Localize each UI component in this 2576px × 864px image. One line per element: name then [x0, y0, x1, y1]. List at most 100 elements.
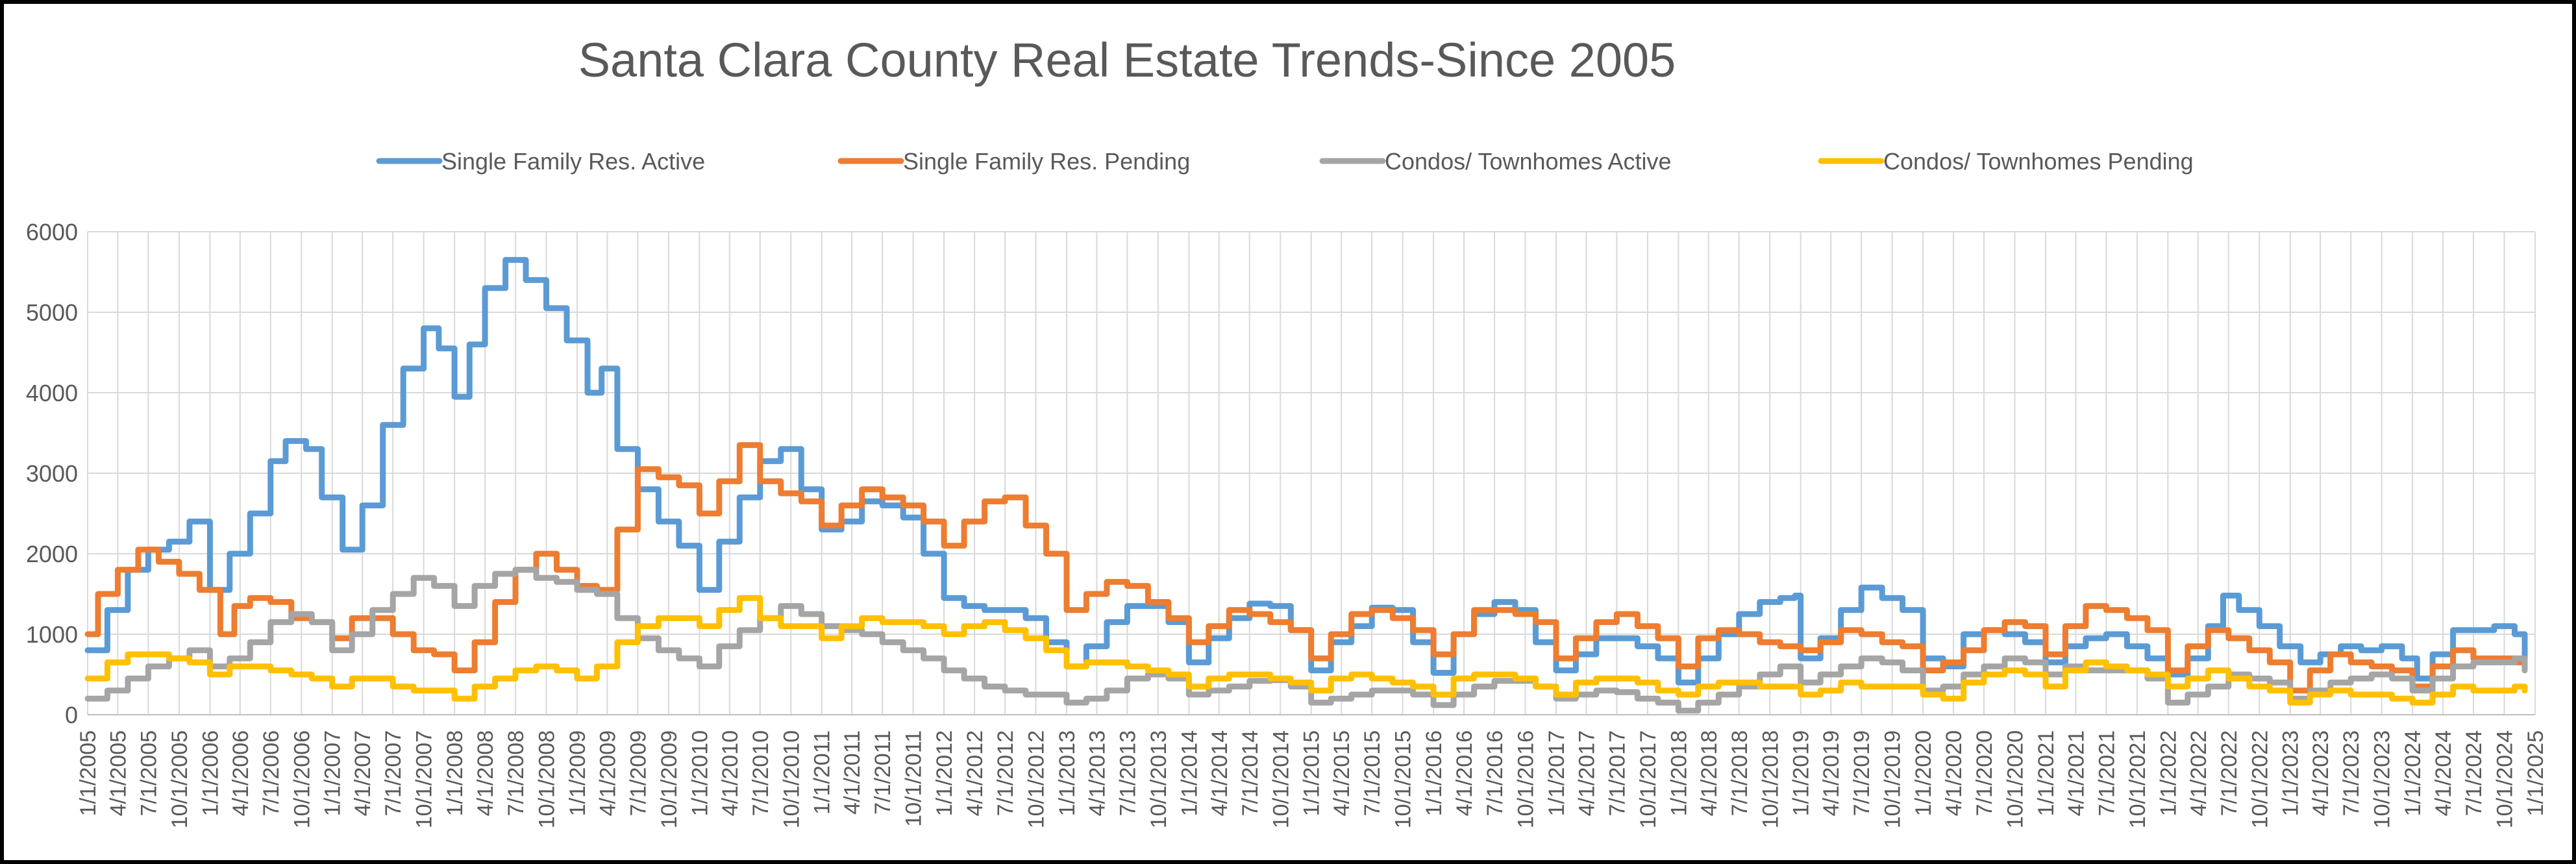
x-tick-label: 7/1/2023 [2339, 730, 2364, 816]
x-tick-label: 10/1/2017 [1636, 730, 1661, 828]
x-tick-label: 7/1/2024 [2462, 730, 2486, 816]
x-tick-label: 7/1/2005 [136, 730, 161, 816]
x-tick-label: 10/1/2015 [1391, 730, 1416, 828]
x-tick-label: 1/1/2011 [810, 730, 835, 815]
x-tick-label: 4/1/2017 [1574, 730, 1599, 816]
x-tick-label: 4/1/2020 [1942, 730, 1966, 816]
y-axis-ticks: 0 1000 2000 3000 4000 5000 6000 [26, 219, 78, 728]
chart-title: Santa Clara County Real Estate Trends-Si… [578, 33, 1676, 87]
x-tick-label: 7/1/2010 [749, 730, 773, 816]
x-tick-label: 10/1/2016 [1514, 730, 1539, 828]
y-tick-label: 2000 [26, 541, 78, 567]
x-tick-label: 4/1/2022 [2186, 730, 2211, 816]
x-tick-label: 4/1/2011 [840, 730, 865, 815]
x-tick-label: 1/1/2015 [1300, 730, 1324, 816]
x-tick-label: 4/1/2018 [1697, 730, 1722, 816]
x-tick-label: 1/1/2017 [1544, 730, 1569, 816]
x-tick-label: 4/1/2010 [718, 730, 743, 816]
legend-label: Single Family Res. Active [441, 148, 705, 175]
x-tick-label: 1/1/2006 [198, 730, 223, 816]
x-tick-label: 7/1/2020 [1972, 730, 1997, 816]
x-tick-label: 1/1/2009 [565, 730, 590, 816]
x-tick-label: 1/1/2022 [2156, 730, 2181, 816]
y-tick-label: 5000 [26, 299, 78, 326]
x-tick-label: 4/1/2009 [595, 730, 620, 816]
x-tick-label: 10/1/2006 [290, 730, 314, 828]
x-tick-label: 4/1/2023 [2309, 730, 2333, 816]
legend-label: Condos/ Townhomes Pending [1883, 148, 2194, 175]
x-tick-label: 4/1/2008 [473, 730, 498, 816]
x-tick-label: 10/1/2012 [1024, 730, 1049, 828]
x-tick-label: 1/1/2010 [687, 730, 712, 816]
x-tick-label: 7/1/2017 [1605, 730, 1629, 816]
x-tick-label: 10/1/2007 [412, 730, 437, 828]
y-tick-label: 6000 [26, 219, 78, 245]
x-tick-label: 10/1/2018 [1758, 730, 1783, 828]
x-tick-label: 10/1/2009 [657, 730, 682, 828]
x-tick-label: 1/1/2018 [1666, 730, 1691, 816]
x-tick-label: 1/1/2020 [1911, 730, 1936, 816]
x-tick-label: 4/1/2007 [351, 730, 375, 816]
x-tick-label: 1/1/2013 [1055, 730, 1080, 816]
y-tick-label: 3000 [26, 460, 78, 487]
x-tick-label: 10/1/2005 [167, 730, 192, 828]
x-tick-label: 7/1/2009 [626, 730, 650, 816]
x-tick-label: 1/1/2021 [2034, 730, 2059, 816]
x-tick-label: 7/1/2007 [381, 730, 406, 816]
y-tick-label: 4000 [26, 380, 78, 406]
x-tick-label: 7/1/2012 [993, 730, 1018, 816]
x-tick-label: 1/1/2014 [1177, 730, 1202, 816]
x-tick-label: 7/1/2021 [2094, 730, 2119, 816]
x-tick-label: 7/1/2008 [504, 730, 528, 816]
x-tick-label: 4/1/2013 [1085, 730, 1109, 816]
x-tick-label: 10/1/2010 [779, 730, 804, 828]
x-tick-label: 10/1/2023 [2370, 730, 2395, 828]
x-tick-label: 1/1/2005 [76, 730, 101, 816]
x-tick-label: 10/1/2020 [2003, 730, 2028, 828]
y-tick-label: 0 [65, 702, 78, 728]
x-tick-label: 7/1/2022 [2217, 730, 2242, 816]
x-tick-label: 1/1/2007 [321, 730, 345, 816]
legend-label: Single Family Res. Pending [903, 148, 1190, 175]
x-tick-label: 1/1/2008 [443, 730, 467, 816]
x-tick-label: 10/1/2013 [1146, 730, 1171, 828]
x-tick-label: 7/1/2016 [1483, 730, 1507, 816]
series-line-2 [84, 442, 2528, 694]
x-tick-label: 10/1/2008 [535, 730, 560, 828]
x-tick-label: 7/1/2014 [1238, 730, 1263, 816]
x-tick-label: 4/1/2014 [1208, 730, 1232, 816]
x-tick-label: 7/1/2019 [1850, 730, 1874, 816]
x-tick-label: 4/1/2016 [1452, 730, 1477, 816]
x-tick-label: 1/1/2019 [1789, 730, 1814, 816]
x-tick-label: 1/1/2025 [2523, 730, 2548, 816]
y-tick-label: 1000 [26, 621, 78, 648]
x-tick-label: 1/1/2012 [932, 730, 957, 816]
series-lines [84, 256, 2528, 714]
legend-label: Condos/ Townhomes Active [1385, 148, 1672, 175]
x-tick-label: 7/1/2018 [1728, 730, 1752, 816]
x-tick-label: 1/1/2023 [2279, 730, 2303, 816]
x-tick-label: 1/1/2016 [1422, 730, 1446, 816]
x-tick-label: 4/1/2005 [106, 730, 130, 816]
x-tick-label: 10/1/2022 [2248, 730, 2272, 828]
x-tick-label: 7/1/2011 [871, 730, 895, 815]
x-tick-label: 10/1/2021 [2125, 730, 2150, 828]
series-line-4 [84, 595, 2528, 706]
x-tick-label: 4/1/2006 [229, 730, 253, 816]
x-tick-label: 4/1/2021 [2064, 730, 2088, 816]
x-axis-ticks: 1/1/2005 4/1/2005 7/1/2005 10/1/2005 1/1/200… [76, 730, 2548, 828]
legend: Single Family Res. Active Single Family R… [376, 148, 2194, 175]
x-tick-label: 10/1/2024 [2493, 730, 2518, 828]
x-tick-label: 4/1/2015 [1330, 730, 1354, 816]
x-tick-label: 7/1/2006 [259, 730, 284, 816]
x-tick-label: 1/1/2024 [2401, 730, 2425, 816]
x-tick-label: 10/1/2011 [902, 730, 926, 827]
x-tick-label: 4/1/2012 [963, 730, 987, 816]
x-tick-label: 7/1/2013 [1115, 730, 1140, 816]
x-tick-label: 10/1/2014 [1269, 730, 1293, 828]
x-tick-label: 10/1/2019 [1881, 730, 1905, 828]
x-tick-label: 4/1/2024 [2431, 730, 2456, 816]
series-line-1 [84, 256, 2528, 685]
